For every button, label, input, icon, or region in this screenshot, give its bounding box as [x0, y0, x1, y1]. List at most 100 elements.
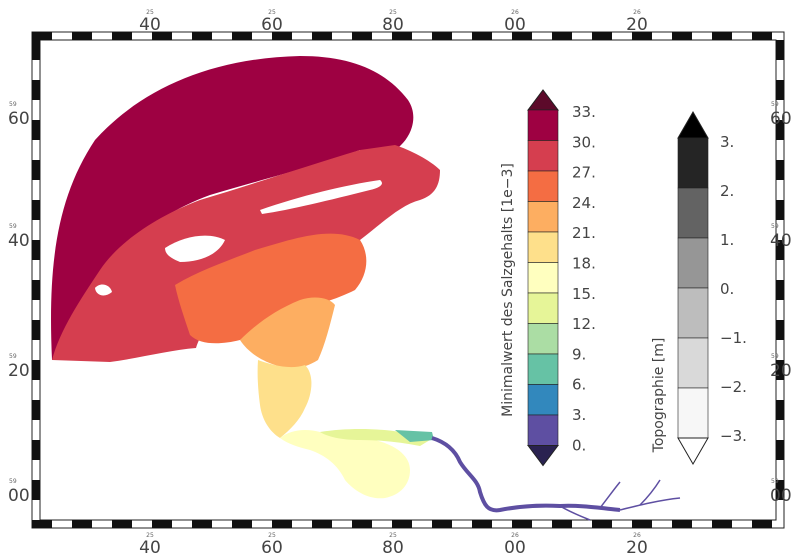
frame-dash [632, 32, 652, 40]
frame-dash-pattern [32, 32, 784, 528]
salinity-label: 27. [572, 164, 596, 182]
tick-top-min: 60 [261, 15, 283, 35]
salinity-label: 21. [572, 224, 596, 242]
tick-right-deg: 59 [771, 101, 779, 108]
river-branch-4 [559, 505, 591, 521]
island-north [260, 180, 382, 214]
tick-left-deg: 59 [9, 478, 17, 485]
salinity-segment [527, 231, 559, 263]
river-branch-2 [599, 481, 621, 509]
topo-segment [677, 187, 709, 239]
frame-dash [112, 32, 132, 40]
sea-region [51, 56, 440, 499]
salinity-zone-18-21 [257, 360, 312, 438]
salinity-zone-15-18 [280, 430, 410, 499]
frame-dash [592, 520, 612, 528]
frame-dash [312, 32, 332, 40]
frame-dash [512, 32, 532, 40]
tick-bottom-min: 20 [626, 538, 648, 558]
tick-right-min: 00 [770, 486, 792, 506]
frame-dash [776, 200, 784, 220]
salinity-label: 33. [572, 103, 596, 121]
frame-dash [512, 520, 532, 528]
tick-right-deg: 59 [771, 353, 779, 360]
frame-dash [776, 400, 784, 420]
tick-top-min: 00 [504, 15, 526, 35]
frame-dash [32, 40, 40, 60]
tick-bottom-deg: 26 [633, 532, 641, 539]
frame-dash [432, 32, 452, 40]
salinity-zone-6-9 [395, 430, 434, 442]
frame-dash [72, 32, 92, 40]
tick-bottom-min: 40 [139, 538, 161, 558]
topo-segment [677, 387, 709, 439]
tick-right-min: 40 [770, 231, 792, 251]
river-branch-1 [619, 497, 681, 511]
salinity-label: 6. [572, 376, 586, 394]
frame-dash [352, 520, 372, 528]
tick-bottom-min: 60 [261, 538, 283, 558]
frame-dash [776, 40, 784, 60]
frame-dash [72, 520, 92, 528]
salinity-segment [527, 353, 559, 385]
frame-dash [776, 120, 784, 140]
salinity-segment [527, 262, 559, 294]
frame-dash [192, 32, 212, 40]
frame-dash [776, 280, 784, 300]
topo-label: 1. [720, 231, 734, 249]
frame-dash [672, 32, 692, 40]
topo-under-arrow [677, 437, 709, 466]
island-mid [165, 235, 225, 262]
salinity-segment [527, 414, 559, 446]
frame-dash [32, 360, 40, 380]
frame-dash [776, 480, 784, 500]
topo-label: 2. [720, 182, 734, 200]
tick-bottom-min: 80 [382, 538, 404, 558]
salinity-zone-30-33 [51, 56, 414, 360]
salinity-zone-24-27 [175, 233, 367, 344]
topo-over-arrow [677, 110, 709, 139]
frame-dash [472, 520, 492, 528]
frame-dash [152, 32, 172, 40]
frame-dash [392, 32, 412, 40]
frame-dash [432, 520, 452, 528]
river-branch-3 [639, 479, 661, 506]
tick-top-min: 20 [626, 15, 648, 35]
topo-label: 0. [720, 280, 734, 298]
frame-dash [752, 520, 772, 528]
frame-dash [352, 32, 372, 40]
frame-dash [272, 520, 292, 528]
salinity-segment [527, 384, 559, 416]
tick-bottom-deg: 25 [268, 532, 276, 539]
topo-segment [677, 287, 709, 339]
salinity-under-arrow [527, 445, 559, 467]
tick-right-min: 60 [770, 109, 792, 129]
salinity-colorbar-title: Minimalwert des Salzgehalts [1e−3] [500, 163, 516, 417]
frame-dash [32, 400, 40, 420]
frame-dash [232, 32, 252, 40]
salinity-segment [527, 140, 559, 172]
salinity-label: 18. [572, 255, 596, 273]
salinity-zone-27-30 [52, 145, 440, 362]
frame-dash [552, 520, 572, 528]
topo-segment [677, 337, 709, 389]
frame-dash [392, 520, 412, 528]
frame-dash [272, 32, 292, 40]
frame-dash [592, 32, 612, 40]
topo-label: 3. [720, 133, 734, 151]
frame-dash [32, 200, 40, 220]
frame-dash [192, 520, 212, 528]
frame-dash [632, 520, 652, 528]
frame-dash [752, 32, 772, 40]
islands [95, 180, 382, 296]
frame-dash [672, 520, 692, 528]
salinity-zone-21-24 [240, 297, 335, 369]
tick-bottom-deg: 25 [146, 532, 154, 539]
salinity-segment [527, 323, 559, 355]
tick-left-min: 40 [8, 231, 30, 251]
tick-left-min: 00 [8, 486, 30, 506]
tick-right-deg: 59 [771, 478, 779, 485]
map-frame [31, 31, 785, 529]
salinity-segment [527, 109, 559, 141]
